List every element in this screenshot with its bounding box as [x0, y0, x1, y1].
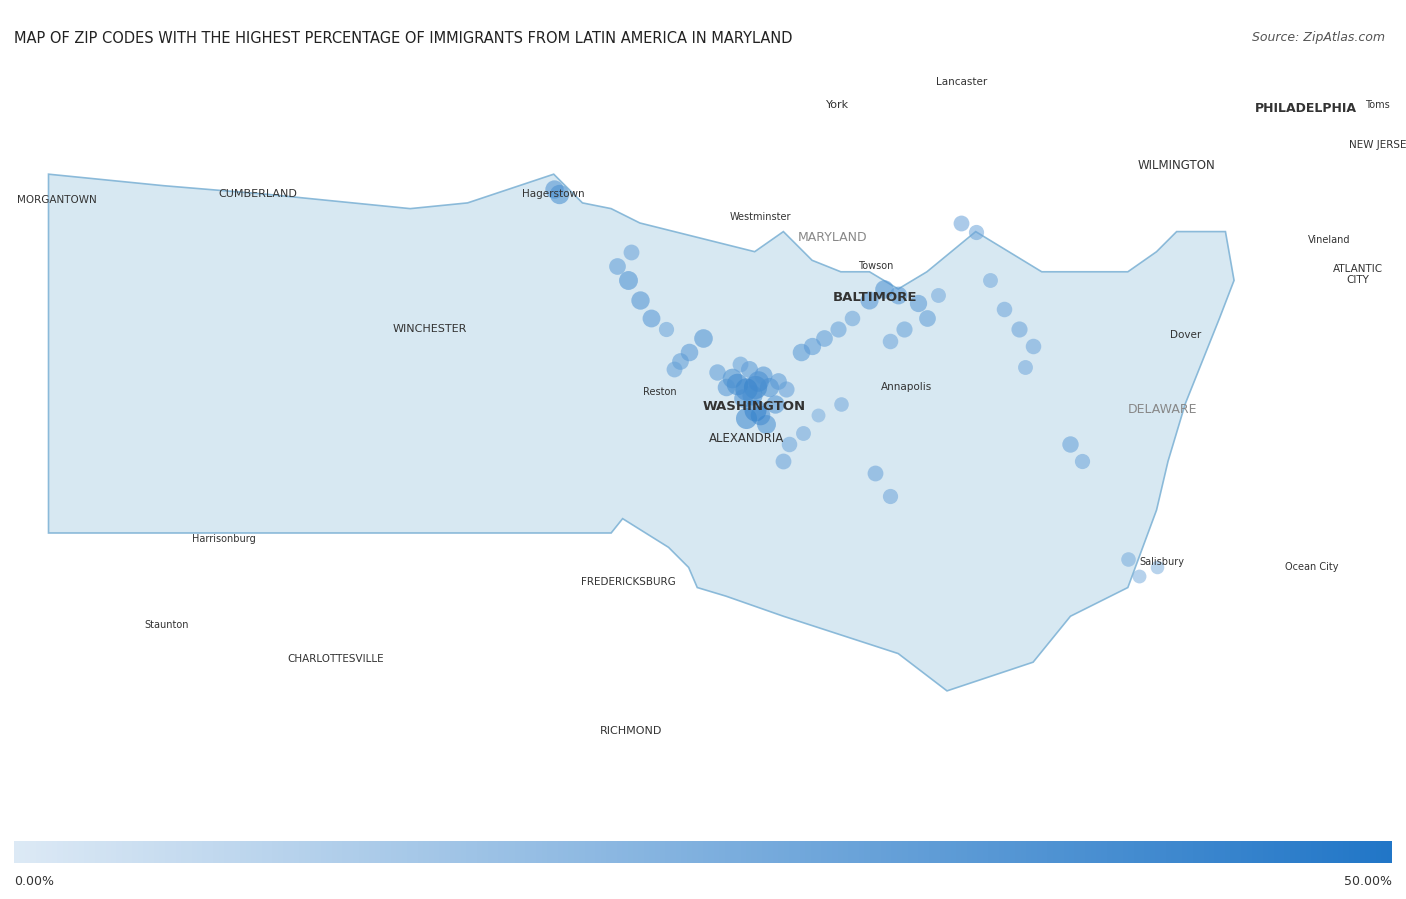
Point [763, 396, 786, 411]
Point [1008, 322, 1031, 336]
Text: BALTIMORE: BALTIMORE [832, 291, 918, 304]
Text: Toms: Toms [1365, 101, 1391, 111]
Text: ATLANTIC
CITY: ATLANTIC CITY [1333, 263, 1382, 286]
Point [735, 382, 758, 396]
Point [606, 259, 628, 273]
Text: Ocean City: Ocean City [1285, 563, 1339, 573]
Point [1022, 339, 1045, 353]
Point [887, 288, 910, 302]
Point [965, 225, 987, 239]
Point [744, 379, 766, 394]
Text: Westminster: Westminster [730, 212, 792, 222]
Text: Reston: Reston [643, 387, 676, 397]
Point [692, 331, 714, 345]
Point [775, 382, 797, 396]
Point [801, 339, 824, 353]
Point [730, 356, 752, 370]
Point [813, 331, 835, 345]
Point [858, 293, 880, 307]
Point [735, 411, 758, 425]
Point [927, 288, 949, 302]
Point [620, 245, 643, 259]
Point [1014, 360, 1036, 374]
Point [915, 310, 938, 325]
Point [879, 334, 901, 348]
Point [752, 368, 775, 382]
Point [640, 310, 662, 325]
Point [907, 296, 929, 310]
Point [807, 408, 830, 423]
Point [664, 362, 686, 377]
Point [830, 396, 852, 411]
Point [792, 425, 814, 440]
Text: FREDERICKSBURG: FREDERICKSBURG [581, 577, 676, 587]
Point [1128, 569, 1150, 583]
Point [950, 216, 973, 230]
Point [979, 273, 1001, 288]
Text: WASHINGTON: WASHINGTON [703, 400, 806, 414]
Point [543, 182, 565, 196]
Point [714, 379, 737, 394]
Point [893, 322, 915, 336]
Point [628, 293, 651, 307]
Text: DELAWARE: DELAWARE [1128, 403, 1197, 416]
Text: Lancaster: Lancaster [936, 77, 987, 87]
Text: MAP OF ZIP CODES WITH THE HIGHEST PERCENTAGE OF IMMIGRANTS FROM LATIN AMERICA IN: MAP OF ZIP CODES WITH THE HIGHEST PERCEN… [14, 31, 793, 47]
Text: RICHMOND: RICHMOND [600, 726, 662, 736]
Point [778, 437, 800, 451]
Text: WILMINGTON: WILMINGTON [1137, 159, 1216, 172]
Point [720, 370, 742, 385]
Point [766, 374, 789, 388]
Point [733, 391, 755, 405]
Point [749, 408, 772, 423]
Point [772, 454, 794, 468]
Point [1146, 560, 1168, 574]
Text: CUMBERLAND: CUMBERLAND [218, 190, 298, 200]
Polygon shape [49, 174, 1234, 691]
Point [744, 403, 766, 417]
Text: MARYLAND: MARYLAND [797, 231, 868, 244]
Text: Salisbury: Salisbury [1140, 556, 1185, 566]
Text: PHILADELPHIA: PHILADELPHIA [1254, 102, 1357, 115]
Point [747, 374, 769, 388]
Point [741, 388, 763, 403]
Point [1116, 552, 1139, 566]
Text: CHARLOTTESVILLE: CHARLOTTESVILLE [287, 654, 384, 664]
Text: Source: ZipAtlas.com: Source: ZipAtlas.com [1251, 31, 1385, 44]
Point [1059, 437, 1081, 451]
Text: Harrisonburg: Harrisonburg [191, 534, 256, 544]
Text: MORGANTOWN: MORGANTOWN [17, 195, 97, 205]
Point [727, 377, 749, 391]
Text: 50.00%: 50.00% [1344, 875, 1392, 887]
Point [993, 302, 1015, 316]
Text: 0.00%: 0.00% [14, 875, 53, 887]
Text: Towson: Towson [858, 261, 893, 271]
Point [548, 187, 571, 201]
Text: Annapolis: Annapolis [882, 381, 932, 392]
Point [654, 322, 676, 336]
Point [1071, 454, 1094, 468]
Text: York: York [827, 101, 849, 111]
Point [865, 466, 887, 480]
Point [738, 362, 761, 377]
Text: Hagerstown: Hagerstown [523, 190, 585, 200]
Text: Dover: Dover [1170, 330, 1201, 340]
Point [678, 345, 700, 360]
Point [706, 365, 728, 379]
Text: Vineland: Vineland [1308, 236, 1350, 245]
Point [879, 488, 901, 503]
Point [841, 310, 863, 325]
Point [669, 353, 692, 368]
Text: NEW JERSE: NEW JERSE [1348, 140, 1406, 150]
Point [827, 322, 849, 336]
Point [873, 281, 896, 296]
Text: ALEXANDRIA: ALEXANDRIA [709, 432, 783, 445]
Text: Staunton: Staunton [143, 619, 188, 630]
Point [789, 345, 811, 360]
Point [758, 379, 780, 394]
Text: WINCHESTER: WINCHESTER [394, 325, 467, 334]
Point [617, 273, 640, 288]
Point [755, 417, 778, 432]
